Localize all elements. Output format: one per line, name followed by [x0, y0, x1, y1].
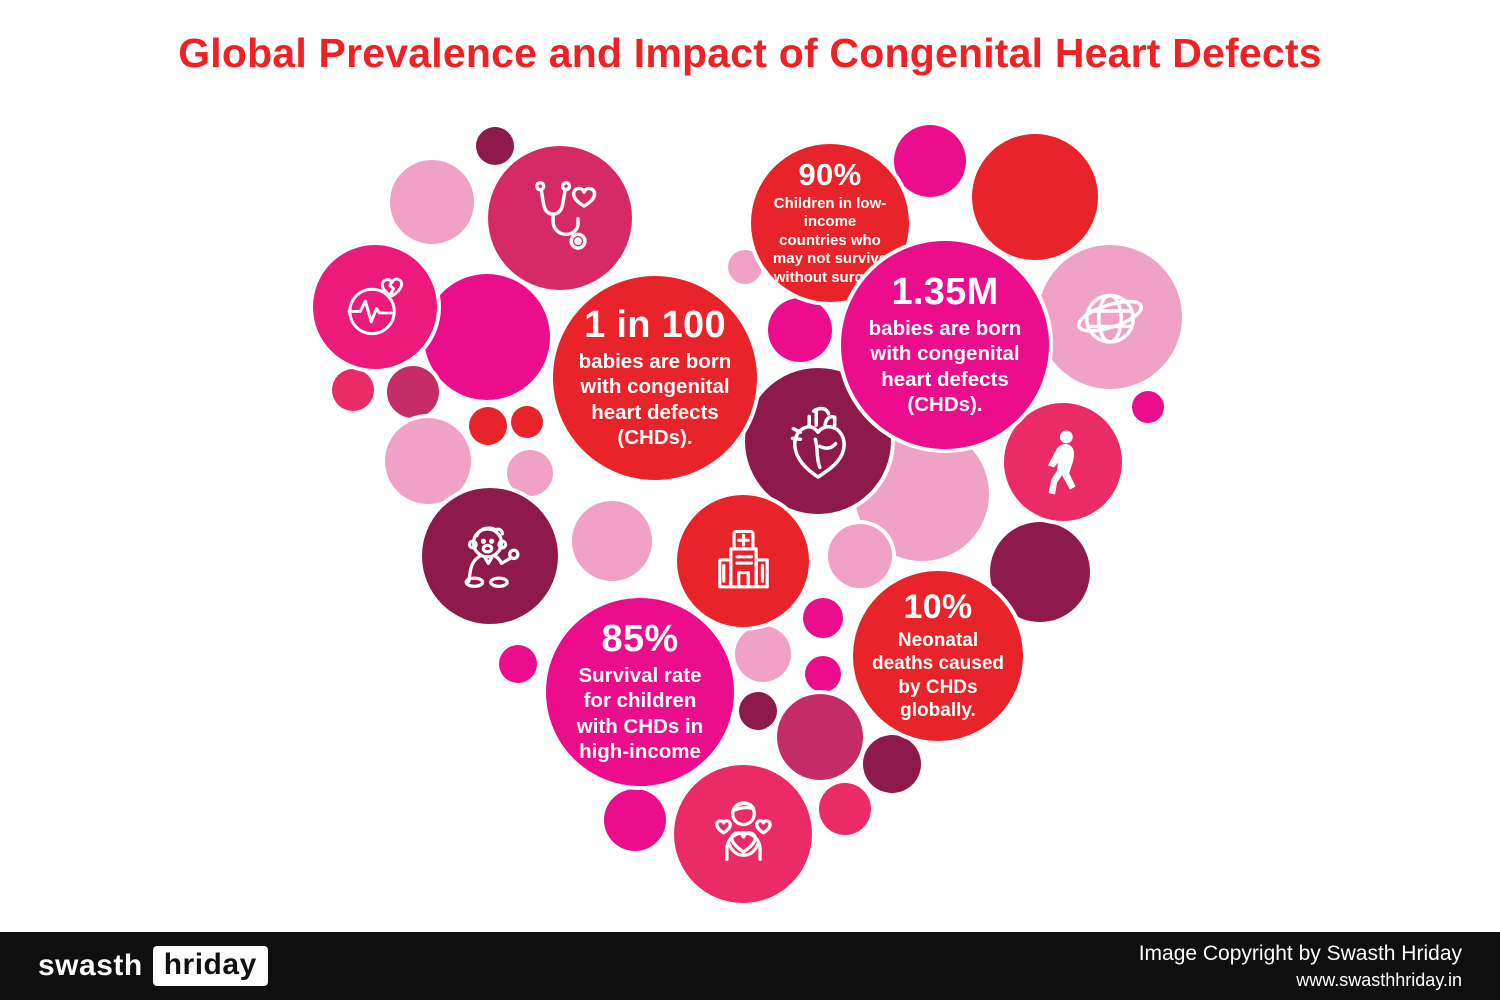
dot-magenta-bottom: [604, 789, 666, 851]
bubble-hospital: [677, 495, 809, 627]
dot-maroon-lower: [863, 735, 921, 793]
bubble-globe: [1038, 245, 1182, 389]
dot-pink-small-center: [828, 524, 892, 588]
dot-raspberry-left: [387, 366, 439, 418]
bubble-heartbeat: [313, 245, 437, 369]
brand-logo: swasth hriday: [38, 946, 268, 986]
stat-body: babies are born with congenital heart de…: [578, 350, 732, 450]
stat-headline: 85%: [601, 618, 679, 661]
bubble-person-holding-heart: [674, 765, 812, 903]
stat-body: Survival rate for children with CHDs in …: [576, 664, 704, 764]
copyright-block: Image Copyright by Swasth Hriday www.swa…: [1139, 939, 1462, 994]
dot-red-small-2: [511, 406, 543, 438]
stat-90-percent: 90% Children in low-income countries who …: [751, 144, 909, 302]
dot-red-top-right: [972, 134, 1098, 260]
hospital-icon: [704, 522, 783, 601]
stat-headline: 1 in 100: [584, 304, 726, 347]
footer-bar: swasth hriday Image Copyright by Swasth …: [0, 932, 1500, 1000]
stethoscope-heart-icon: [517, 175, 603, 261]
stat-body: Neonatal deaths caused by CHDs globally.: [872, 629, 1004, 722]
website-url: www.swasthhriday.in: [1296, 970, 1462, 991]
stat-body: Children in low-income countries who may…: [772, 194, 888, 286]
dot-rose-left: [332, 369, 374, 411]
dot-magenta-large-left: [424, 274, 550, 400]
stat-85-percent: 85% Survival rate for children with CHDs …: [546, 598, 734, 786]
dot-magenta-small-2: [805, 656, 841, 692]
dot-magenta-top-right: [894, 125, 966, 197]
stat-headline: 90%: [798, 157, 862, 193]
walking-person-icon: [1028, 427, 1099, 498]
page-title: Global Prevalence and Impact of Congenit…: [178, 30, 1322, 76]
dot-pink-small-lower: [735, 626, 791, 682]
stat-1-35m: 1.35M babies are born with congenital hea…: [841, 241, 1049, 449]
stat-headline: 1.35M: [891, 271, 999, 314]
dot-magenta-center: [768, 298, 832, 362]
stat-10-percent: 10% Neonatal deaths caused by CHDs global…: [853, 571, 1023, 741]
dot-pink-mid-center: [572, 501, 652, 581]
baby-icon: [449, 515, 531, 597]
stat-headline: 10%: [903, 588, 973, 627]
bubble-walking-person: [1004, 403, 1122, 521]
dot-magenta-small-1: [803, 598, 843, 638]
dot-magenta-small-right: [1132, 391, 1164, 423]
dot-raspberry-lower: [777, 694, 863, 780]
bubble-stethoscope: [488, 146, 632, 290]
person-holding-heart-icon: [702, 793, 785, 876]
brand-logo-text-hriday: hriday: [152, 946, 268, 986]
dot-red-small-1: [469, 407, 507, 445]
bubble-baby: [422, 488, 558, 624]
stat-1-in-100: 1 in 100 babies are born with congenital …: [553, 276, 757, 480]
copyright-text: Image Copyright by Swasth Hriday: [1138, 941, 1462, 965]
dot-pink-mid-left: [385, 418, 471, 504]
dot-pink-top-left: [390, 160, 474, 244]
dot-maroon-top: [476, 127, 514, 165]
globe-icon: [1067, 274, 1153, 360]
brand-logo-text-swasth: swasth: [38, 949, 143, 982]
heartbeat-icon: [338, 270, 412, 344]
dot-rose-lower: [819, 783, 871, 835]
dot-pink-upper-middle: [728, 250, 762, 284]
dot-pink-small-mid: [507, 450, 553, 496]
dot-magenta-small-3: [499, 645, 537, 683]
dot-maroon-small-lower: [739, 692, 777, 730]
anatomical-heart-icon: [774, 397, 862, 485]
stat-body: babies are born with congenital heart de…: [868, 317, 1022, 417]
